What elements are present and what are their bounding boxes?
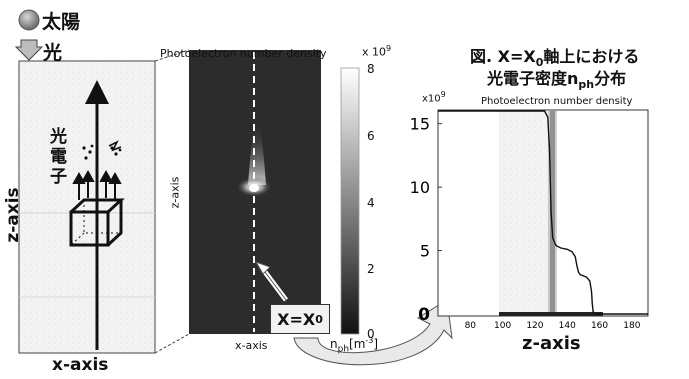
y-tick-label: 5: [420, 242, 430, 261]
left-x-axis-label: x-axis: [52, 355, 109, 375]
line-chart-subtitle: Photoelectron number density: [481, 96, 633, 107]
photoelectron-char-1: 光: [50, 127, 67, 147]
light-arrow-icon: [14, 39, 44, 61]
domain-box: [18, 60, 156, 354]
cube-icon: [69, 198, 125, 247]
x-tick-label: 160: [591, 321, 608, 331]
electron-swirl-icon: [108, 140, 122, 152]
colorbar-unit: nph[m-3]: [330, 336, 379, 355]
y-tick-label: 15: [410, 115, 430, 134]
left-z-axis-label: z-axis: [3, 187, 23, 243]
colorbar: [340, 67, 360, 335]
light-label: 光: [43, 42, 63, 64]
line-chart-x-axis-label: z-axis: [522, 333, 581, 354]
transfer-curve-arrow: [293, 299, 453, 366]
x-tick-label: 140: [559, 321, 576, 331]
colorbar-tick: 6: [367, 129, 375, 143]
colorbar-exponent: x 109: [362, 44, 392, 59]
photoelectron-char-3: 子: [50, 167, 67, 187]
colorbar-tick: 0: [367, 327, 375, 341]
x-tick-label: 100: [494, 321, 511, 331]
colorbar-tick: 2: [367, 262, 375, 276]
baseline-bar: [499, 312, 603, 316]
photoelectron-label: 光 電 子: [50, 127, 67, 187]
x0-band: [550, 111, 555, 315]
colorbar-tick: 8: [367, 62, 375, 76]
y-tick-label: 0: [418, 305, 430, 325]
line-chart-y-exponent: x109: [422, 90, 446, 105]
figure-caption-line1: 図. X=X0軸上における: [470, 47, 640, 70]
heatmap-z-axis-label: z-axis: [168, 176, 182, 209]
heatmap-title: Photoelectron number density: [160, 47, 327, 60]
sun-label: 太陽: [42, 11, 81, 33]
photoelectron-arrows: [72, 169, 122, 200]
sun-icon: [18, 9, 40, 31]
photoelectron-char-2: 電: [50, 147, 67, 167]
density-line: [438, 110, 648, 315]
heatmap-x-axis-label: x-axis: [235, 339, 268, 352]
x0-label-box: X=X 0: [270, 304, 330, 334]
line-chart: 0 5 10 15 80 100 120 140 160 180: [410, 110, 648, 331]
x-tick-label: 120: [526, 321, 543, 331]
x-tick-label: 180: [623, 321, 640, 331]
figure-caption-line2: 光電子密度nph分布: [487, 69, 627, 92]
shaded-region: [499, 111, 555, 314]
x-tick-label: 80: [465, 321, 477, 331]
colorbar-tick: 4: [367, 196, 375, 210]
y-tick-label: 10: [410, 178, 430, 197]
